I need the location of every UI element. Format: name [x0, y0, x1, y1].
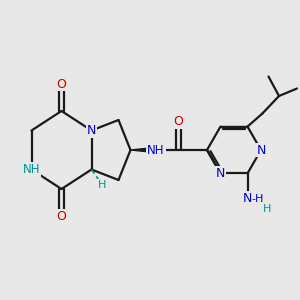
Text: O: O [57, 209, 66, 223]
Text: NH: NH [23, 163, 40, 176]
Text: O: O [57, 77, 66, 91]
Text: -H: -H [251, 194, 263, 205]
Text: N: N [256, 143, 266, 157]
Text: N: N [243, 192, 252, 205]
Text: NH: NH [147, 143, 165, 157]
Text: H: H [98, 179, 106, 190]
Text: N: N [216, 167, 225, 180]
Text: H: H [263, 203, 271, 214]
Polygon shape [130, 147, 156, 153]
Text: N: N [87, 124, 96, 137]
Text: O: O [174, 115, 183, 128]
